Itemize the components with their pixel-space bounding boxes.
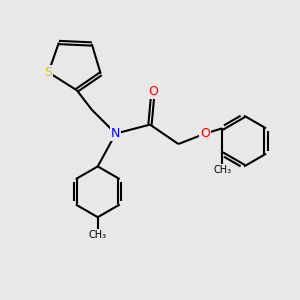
Text: CH₃: CH₃ <box>89 230 107 239</box>
Text: S: S <box>44 66 52 79</box>
Text: CH₃: CH₃ <box>213 165 231 175</box>
Text: O: O <box>148 85 158 98</box>
Text: O: O <box>200 127 210 140</box>
Text: N: N <box>111 127 120 140</box>
